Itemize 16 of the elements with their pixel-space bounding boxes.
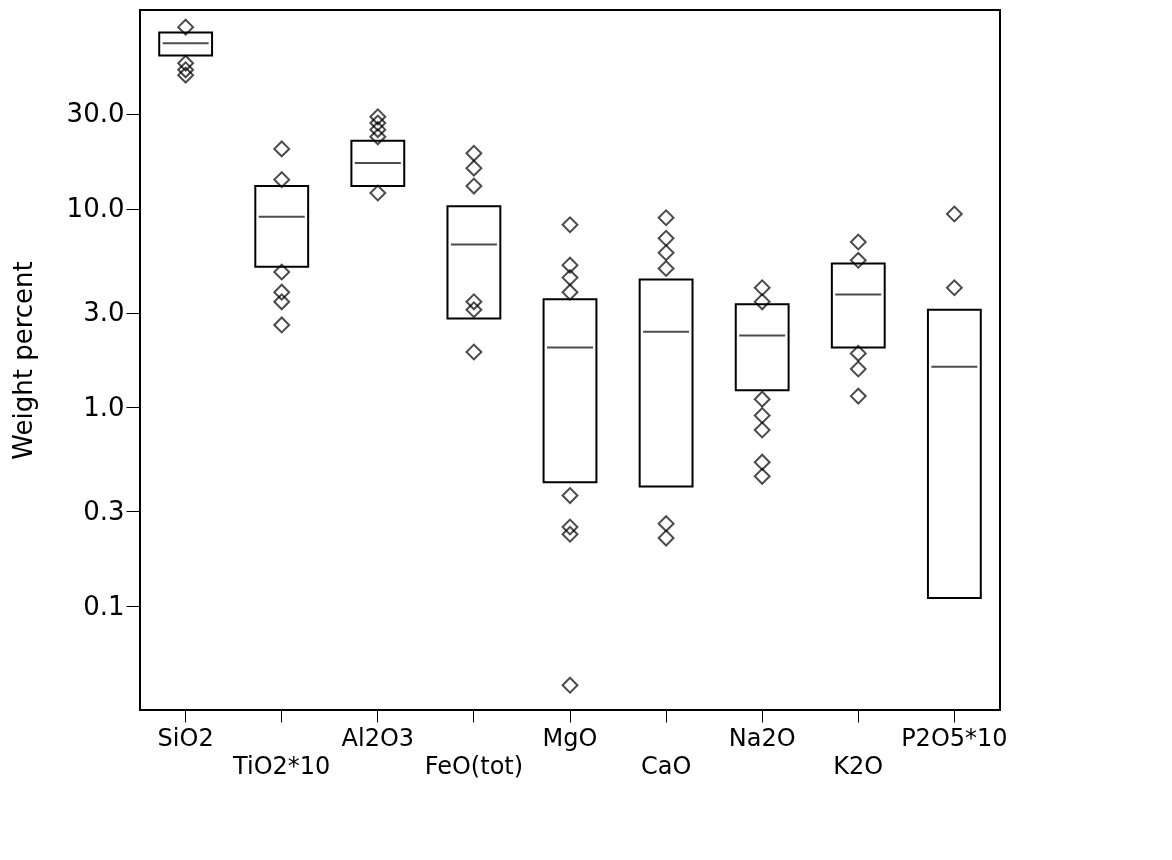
y-tick-label: 1.0	[83, 391, 125, 422]
y-tick-label: 10.0	[66, 193, 125, 224]
x-tick-label: K2O	[833, 751, 884, 780]
x-tick-label: Al2O3	[341, 723, 415, 752]
y-tick-label: 30.0	[66, 98, 125, 129]
x-tick-label: FeO(tot)	[424, 751, 524, 780]
x-tick-label: SiO2	[157, 723, 214, 752]
y-tick-label: 0.1	[83, 590, 125, 621]
y-tick-label: 3.0	[83, 297, 125, 328]
y-axis-title: Weight percent	[7, 261, 38, 460]
y-tick-label: 0.3	[83, 495, 125, 526]
x-tick-label: MgO	[542, 723, 598, 752]
x-tick-label: Na2O	[728, 723, 796, 752]
x-tick-label: CaO	[640, 751, 692, 780]
x-tick-label: TiO2*10	[232, 751, 331, 780]
x-tick-label: P2O5*10	[901, 723, 1008, 752]
